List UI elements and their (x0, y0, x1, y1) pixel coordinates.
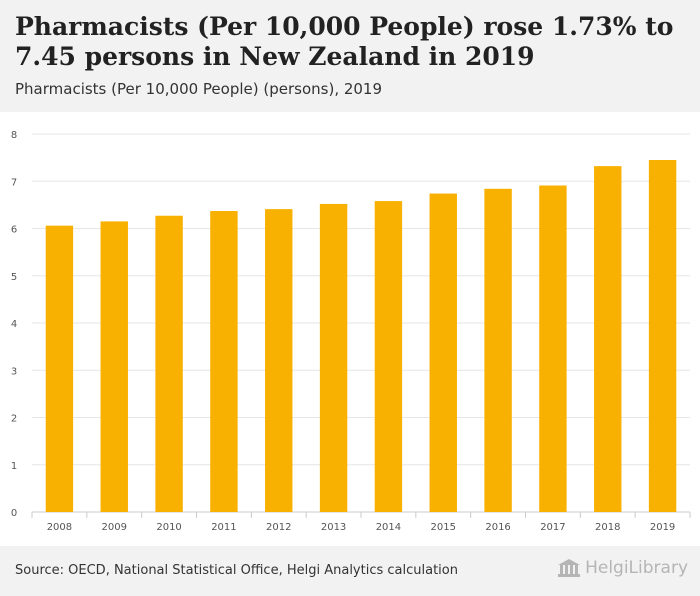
bar (648, 159, 677, 513)
x-tick-label: 2010 (156, 522, 181, 533)
x-tick-label: 2014 (376, 522, 401, 533)
bar (374, 201, 403, 512)
library-building-icon (558, 559, 581, 577)
x-tick-label: 2013 (321, 522, 346, 533)
x-tick-label: 2009 (102, 522, 127, 533)
y-tick-label: 6 (11, 225, 17, 236)
x-tick-label: 2008 (47, 522, 72, 533)
y-tick-label: 3 (11, 366, 17, 377)
footer (0, 546, 700, 596)
bar (484, 188, 512, 512)
source-note: Source: OECD, National Statistical Offic… (15, 563, 458, 578)
x-tick-label: 2018 (595, 522, 620, 533)
bar (45, 225, 74, 513)
x-tick-label: 2019 (650, 522, 675, 533)
header: Pharmacists (Per 10,000 People) rose 1.7… (0, 0, 700, 112)
bar (155, 215, 183, 512)
helgi-library-logo: HelgiLibrary (557, 558, 688, 578)
chart-subtitle: Pharmacists (Per 10,000 People) (persons… (15, 80, 383, 98)
x-tick-label: 2012 (266, 522, 291, 533)
x-tick-label: 2016 (485, 522, 510, 533)
bar (319, 203, 348, 512)
y-tick-label: 4 (11, 319, 17, 330)
bar (539, 185, 567, 512)
y-tick-label: 7 (11, 177, 17, 188)
bar (100, 221, 128, 512)
y-tick-label: 2 (11, 414, 17, 425)
bar (265, 209, 293, 512)
chart-title: Pharmacists (Per 10,000 People) rose 1.7… (15, 12, 674, 71)
y-tick-label: 1 (11, 461, 17, 472)
y-tick-label: 0 (11, 508, 17, 519)
x-tick-label: 2011 (211, 522, 236, 533)
x-tick-label: 2017 (540, 522, 565, 533)
bar (210, 211, 238, 512)
x-tick-label: 2015 (431, 522, 456, 533)
logo-text: HelgiLibrary (585, 558, 688, 578)
y-tick-label: 5 (11, 272, 17, 283)
bar (594, 166, 622, 512)
y-tick-label: 8 (11, 130, 17, 141)
bar (429, 193, 457, 512)
